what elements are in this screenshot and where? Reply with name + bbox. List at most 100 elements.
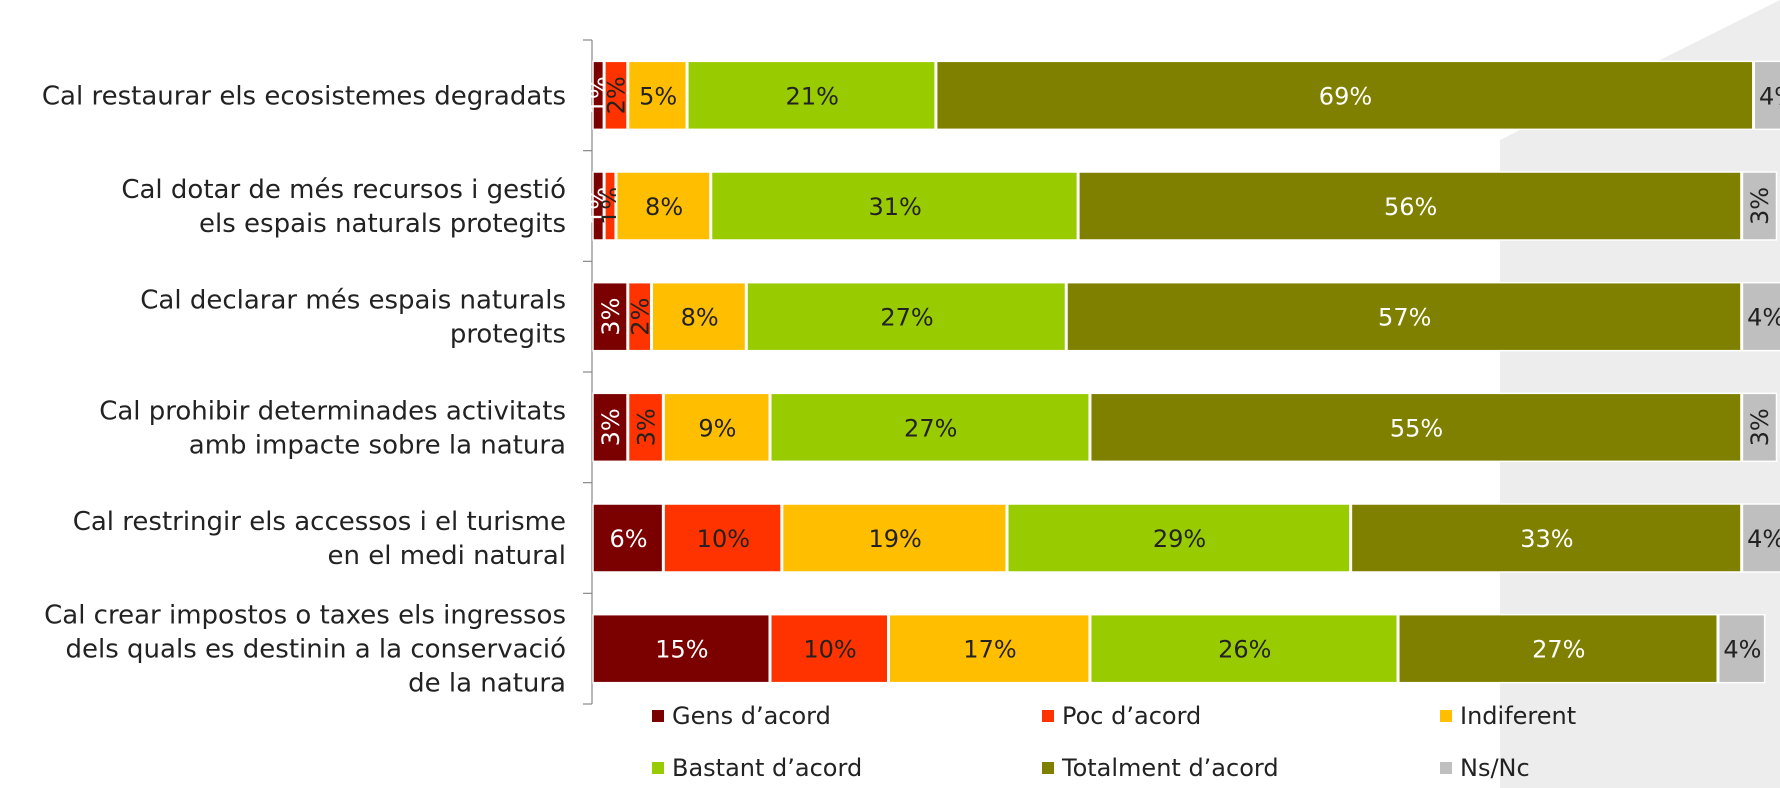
data-label: 10% (803, 636, 856, 664)
bar-segment (627, 60, 688, 131)
data-label: 21% (786, 82, 839, 110)
bar-segment (592, 613, 770, 684)
legend-label: Totalment d’acord (1061, 754, 1279, 782)
data-label: 9% (698, 414, 736, 442)
bar-segment (1741, 392, 1778, 463)
bar-segment (1718, 613, 1766, 684)
bar-segment (1078, 171, 1742, 241)
category-label-line: Cal restaurar els ecosistemes degradats (42, 81, 566, 111)
data-label: 27% (1532, 636, 1585, 664)
data-label: 10% (697, 525, 750, 553)
data-label: 6% (610, 525, 648, 553)
category-label-line: els espais naturals protegits (199, 209, 566, 239)
data-label: 2% (626, 298, 654, 336)
data-label: 15% (655, 636, 708, 664)
bar-segment (770, 613, 889, 684)
category-label: Cal declarar més espais naturals protegit… (140, 286, 566, 350)
bar-segment (781, 503, 1007, 573)
data-label: 69% (1319, 82, 1372, 110)
data-label: 55% (1390, 414, 1443, 442)
legend-label: Gens d’acord (672, 702, 831, 730)
bar-segment (1741, 503, 1780, 573)
bar-segment (1753, 60, 1780, 131)
bar-segment (615, 171, 711, 241)
category-label: Cal prohibir determinades activitats amb … (99, 396, 566, 460)
bar-segment (1089, 613, 1399, 684)
bar-segment (592, 171, 605, 241)
legend: Gens d’acord Poc d’acord Indiferent Bastant… (652, 702, 1576, 782)
data-label: 31% (869, 193, 922, 221)
bars: 1%2%5%21%69%4%1%1%8%31%56%3%3%2%8%27%57%… (585, 60, 1780, 684)
legend-label: Ns/Nc (1460, 754, 1530, 782)
category-label: Cal dotar de més recursos i gestió els es… (121, 175, 566, 239)
bar-segment (592, 281, 628, 352)
data-label: 3% (632, 408, 660, 446)
category-label-line: Cal declarar més espais naturals (140, 286, 566, 316)
bar-segment (604, 60, 628, 131)
legend-swatch (1042, 762, 1054, 774)
bar-segment (888, 613, 1090, 684)
bar-segment (604, 171, 616, 241)
category-axis (583, 39, 593, 705)
data-label: 26% (1218, 636, 1271, 664)
data-label: 3% (597, 298, 625, 336)
data-label: 27% (880, 304, 933, 332)
legend-swatch (1440, 710, 1452, 722)
bar-segment (710, 171, 1079, 241)
bar-segment (1007, 503, 1351, 573)
data-label: 5% (639, 82, 677, 110)
data-label: 3% (597, 408, 625, 446)
data-label: 8% (645, 193, 683, 221)
data-label: 4% (1759, 82, 1780, 110)
category-label-line: Cal dotar de més recursos i gestió (121, 175, 566, 205)
bar-segment (746, 281, 1067, 352)
category-label-line: amb impacte sobre la natura (189, 430, 566, 460)
bar-segment (1066, 281, 1742, 352)
data-label: 56% (1384, 193, 1437, 221)
bar-segment (627, 281, 652, 352)
data-label: 4% (1747, 304, 1780, 332)
bar-segment (1741, 171, 1778, 241)
bar-segment (687, 60, 936, 131)
bar-segment (592, 503, 664, 573)
data-label: 17% (963, 636, 1016, 664)
category-label: Cal crear impostos o taxes els ingressos… (44, 601, 566, 699)
category-label-line: Cal crear impostos o taxes els ingressos (44, 601, 566, 631)
data-label: 2% (603, 76, 631, 114)
category-label-line: de la natura (408, 669, 566, 699)
bar-segment (1741, 281, 1780, 352)
legend-swatch (652, 710, 664, 722)
data-label: 33% (1520, 525, 1573, 553)
legend-label: Poc d’acord (1062, 702, 1201, 730)
data-label: 3% (1746, 408, 1774, 446)
legend-swatch (1440, 762, 1452, 774)
data-label: 19% (869, 525, 922, 553)
data-label: 57% (1378, 304, 1431, 332)
bar-segment (935, 60, 1754, 131)
data-label: 29% (1153, 525, 1206, 553)
category-label-line: dels quals es destinin a la conservació (66, 635, 566, 665)
category-label-line: Cal prohibir determinades activitats (99, 396, 566, 426)
legend-label: Indiferent (1460, 702, 1576, 730)
legend-swatch (652, 762, 664, 774)
bar-segment (1089, 392, 1742, 463)
bar-segment (1398, 613, 1719, 684)
category-label-line: en el medi natural (328, 541, 566, 571)
category-label: Cal restringir els accessos i el turisme… (73, 507, 566, 571)
bar-segment (770, 392, 1090, 463)
bar-segment (651, 281, 747, 352)
category-label: Cal restaurar els ecosistemes degradats (42, 81, 566, 111)
legend-label: Bastant d’acord (672, 754, 862, 782)
category-label-line: protegits (450, 320, 566, 350)
legend-swatch (1042, 710, 1054, 722)
data-label: 3% (1746, 187, 1774, 225)
data-label: 8% (681, 304, 719, 332)
data-label: 27% (904, 414, 957, 442)
category-label-line: Cal restringir els accessos i el turisme (73, 507, 566, 537)
bar-segment (663, 503, 782, 573)
bar-segment (1350, 503, 1742, 573)
bar-segment (627, 392, 664, 463)
bar-segment (663, 392, 770, 463)
data-label: 4% (1723, 636, 1761, 664)
